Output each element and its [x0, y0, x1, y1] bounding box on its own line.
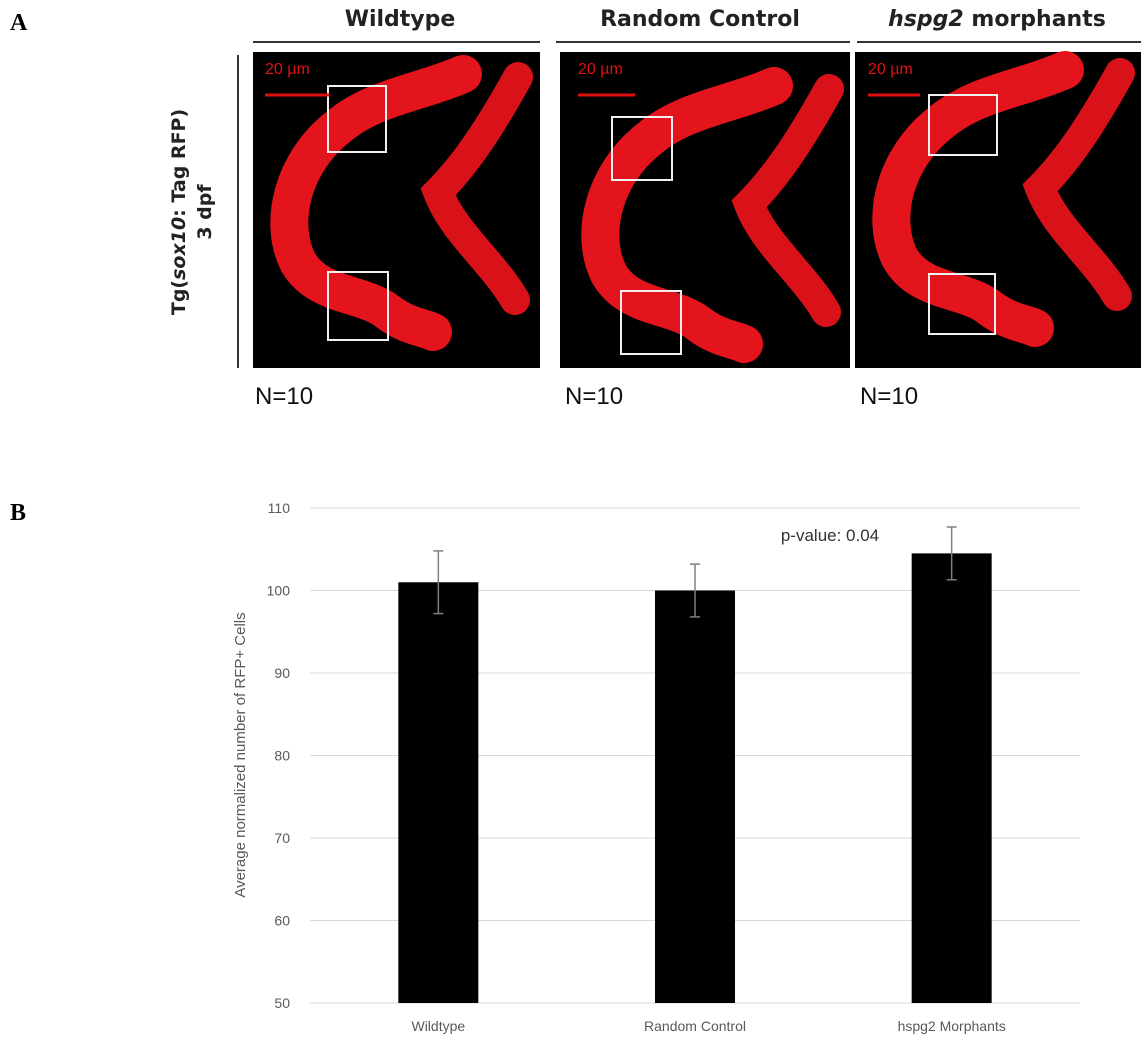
scale-bar-label: 20 µm — [265, 61, 310, 78]
x-tick-label: Random Control — [644, 1018, 746, 1034]
bar — [398, 582, 478, 1003]
y-tick-label: 100 — [267, 583, 291, 599]
figure: A Wildtype Random Control hspg2 morphant… — [0, 0, 1141, 1046]
y-tick-label: 90 — [274, 665, 290, 681]
y-tick-label: 80 — [274, 748, 290, 764]
panel-label: A — [10, 10, 28, 36]
y-tick-label: 50 — [274, 995, 290, 1011]
x-tick-label: hspg2 Morphants — [898, 1018, 1006, 1034]
panel-label: B — [10, 500, 26, 526]
sample-size: N=10 — [255, 383, 313, 410]
x-tick-label: Wildtype — [411, 1018, 465, 1034]
svg-text:3 dpf: 3 dpf — [194, 184, 216, 240]
bar — [912, 553, 992, 1003]
y-tick-label: 60 — [274, 913, 290, 929]
bar — [655, 591, 735, 1004]
column-title: Wildtype — [345, 7, 456, 32]
scale-bar-label: 20 µm — [578, 61, 623, 78]
micrograph: 20 µm — [560, 52, 850, 368]
row-label: Tg(sox10: Tag RFP) 3 dpf — [168, 109, 216, 315]
sample-size: N=10 — [565, 383, 623, 410]
micrograph: 20 µm — [855, 52, 1141, 368]
y-tick-label: 70 — [274, 830, 290, 846]
sample-size: N=10 — [860, 383, 918, 410]
scale-bar-label: 20 µm — [868, 61, 913, 78]
column-title: hspg2 morphants — [888, 7, 1106, 32]
annotation: p-value: 0.04 — [781, 526, 879, 545]
y-axis-label: Average normalized number of RFP+ Cells — [232, 612, 249, 897]
column-title: Random Control — [600, 7, 800, 32]
plot: 50 60 70 80 90 100 110 Wildtype Random Control hs… — [267, 500, 1080, 1034]
micrograph: 20 µm — [253, 52, 540, 368]
svg-text:Tg(sox10: Tag RFP): Tg(sox10: Tag RFP) — [168, 109, 190, 315]
y-tick-label: 110 — [268, 500, 291, 516]
